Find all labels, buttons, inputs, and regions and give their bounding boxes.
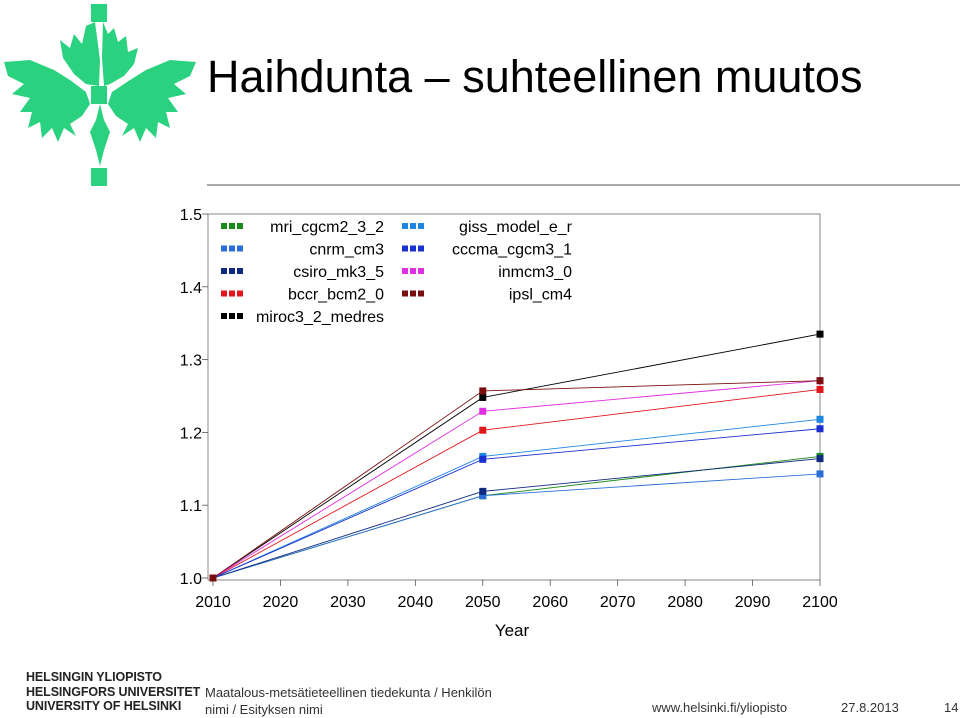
legend-label: miroc3_2_medres	[256, 309, 384, 326]
y-tick-label: 1.3	[180, 353, 202, 370]
series-line-giss_model_e_r	[212, 418, 821, 579]
legend-label: cnrm_cm3	[309, 242, 384, 259]
legend-marker	[229, 268, 235, 274]
series-line-csiro_mk3_5	[212, 458, 821, 579]
y-tick-label: 1.2	[180, 425, 202, 442]
data-point-cnrm_cm3	[479, 492, 487, 500]
page-number: 14	[944, 700, 959, 715]
legend-marker	[229, 245, 235, 252]
legend-marker	[418, 245, 424, 252]
data-point-giss_model_e_r	[816, 415, 824, 423]
x-tick-label: 2100	[802, 594, 838, 611]
university-name-sv: HELSINGFORS UNIVERSITET	[26, 684, 201, 699]
legend-label: bccr_bcm2_0	[288, 287, 384, 304]
legend-marker	[229, 223, 235, 229]
data-point-cccma_cgcm3_1	[479, 455, 487, 463]
data-point-ipsl_cm4	[479, 387, 487, 395]
legend-marker	[221, 313, 227, 319]
data-point-bccr_bcm2_0	[479, 426, 487, 434]
title-divider	[207, 184, 960, 186]
x-tick-label: 2030	[330, 594, 366, 611]
x-tick-label: 2040	[398, 594, 434, 611]
legend-marker	[221, 268, 227, 274]
legend-label: mri_cgcm2_3_2	[270, 219, 384, 236]
data-point-miroc3_2_medres	[816, 330, 824, 338]
legend-marker	[402, 290, 408, 297]
legend-marker	[237, 268, 243, 274]
legend-marker	[229, 290, 235, 297]
x-tick-label: 2090	[735, 594, 771, 611]
legend-marker	[237, 290, 243, 297]
y-tick-label: 1.1	[180, 498, 202, 515]
series-line-bccr_bcm2_0	[212, 389, 821, 579]
x-axis-label: Year	[495, 621, 530, 640]
university-name-footer: HELSINGIN YLIOPISTO HELSINGFORS UNIVERSI…	[26, 670, 200, 714]
data-point-cccma_cgcm3_1	[816, 425, 824, 433]
data-point-ipsl_cm4	[816, 377, 824, 385]
legend-marker	[221, 245, 227, 252]
legend-label: ipsl_cm4	[509, 287, 572, 304]
data-point-ipsl_cm4	[209, 574, 217, 582]
legend-label: giss_model_e_r	[459, 219, 573, 236]
x-tick-label: 2050	[465, 594, 501, 611]
y-tick-label: 1.4	[180, 280, 202, 297]
university-name-en: UNIVERSITY OF HELSINKI	[26, 699, 182, 713]
legend-marker	[410, 268, 416, 274]
data-point-miroc3_2_medres	[479, 393, 487, 401]
data-point-inmcm3_0	[479, 407, 487, 415]
legend-marker	[410, 223, 416, 229]
legend-marker	[229, 313, 235, 319]
university-flame-logo-icon	[0, 0, 200, 190]
legend-marker	[410, 290, 416, 297]
legend-label: csiro_mk3_5	[293, 264, 384, 281]
footer-department: Maatalous-metsätieteellinen tiedekunta /…	[205, 685, 492, 717]
series-line-cccma_cgcm3_1	[212, 428, 821, 579]
legend-marker	[402, 268, 408, 274]
slide-title: Haihdunta – suhteellinen muutos	[207, 51, 863, 102]
data-point-csiro_mk3_5	[479, 487, 487, 495]
x-tick-label: 2060	[532, 594, 568, 611]
legend-label: inmcm3_0	[498, 264, 572, 281]
y-tick-label: 1.5	[180, 207, 202, 224]
footer-date: 27.8.2013	[841, 700, 899, 715]
footer-url: www.helsinki.fi/yliopisto	[652, 700, 788, 715]
data-point-cnrm_cm3	[816, 470, 824, 478]
data-point-csiro_mk3_5	[816, 455, 824, 463]
legend-marker	[237, 313, 243, 319]
legend-marker	[221, 223, 227, 229]
series-line-cnrm_cm3	[212, 473, 821, 579]
legend-marker	[221, 290, 227, 297]
legend-marker	[237, 245, 243, 252]
evaporation-line-chart: 2010 2020 2030 2040 2050 2060 2070 2080 2090 2100…	[180, 207, 838, 640]
x-tick-label: 2080	[667, 594, 703, 611]
legend-marker	[418, 268, 424, 274]
legend-marker	[237, 223, 243, 229]
legend-marker	[418, 223, 424, 229]
y-tick-label: 1.0	[180, 571, 202, 588]
x-tick-label: 2020	[263, 594, 299, 611]
x-tick-label: 2010	[195, 594, 231, 611]
legend-marker	[418, 290, 424, 297]
x-tick-label: 2070	[600, 594, 636, 611]
plot-frame	[207, 213, 821, 581]
legend-label: cccma_cgcm3_1	[452, 242, 572, 259]
legend-marker	[402, 245, 408, 252]
data-point-bccr_bcm2_0	[816, 385, 824, 393]
legend-marker	[410, 245, 416, 252]
legend-marker	[402, 223, 408, 229]
university-name-fi: HELSINGIN YLIOPISTO	[26, 670, 162, 684]
